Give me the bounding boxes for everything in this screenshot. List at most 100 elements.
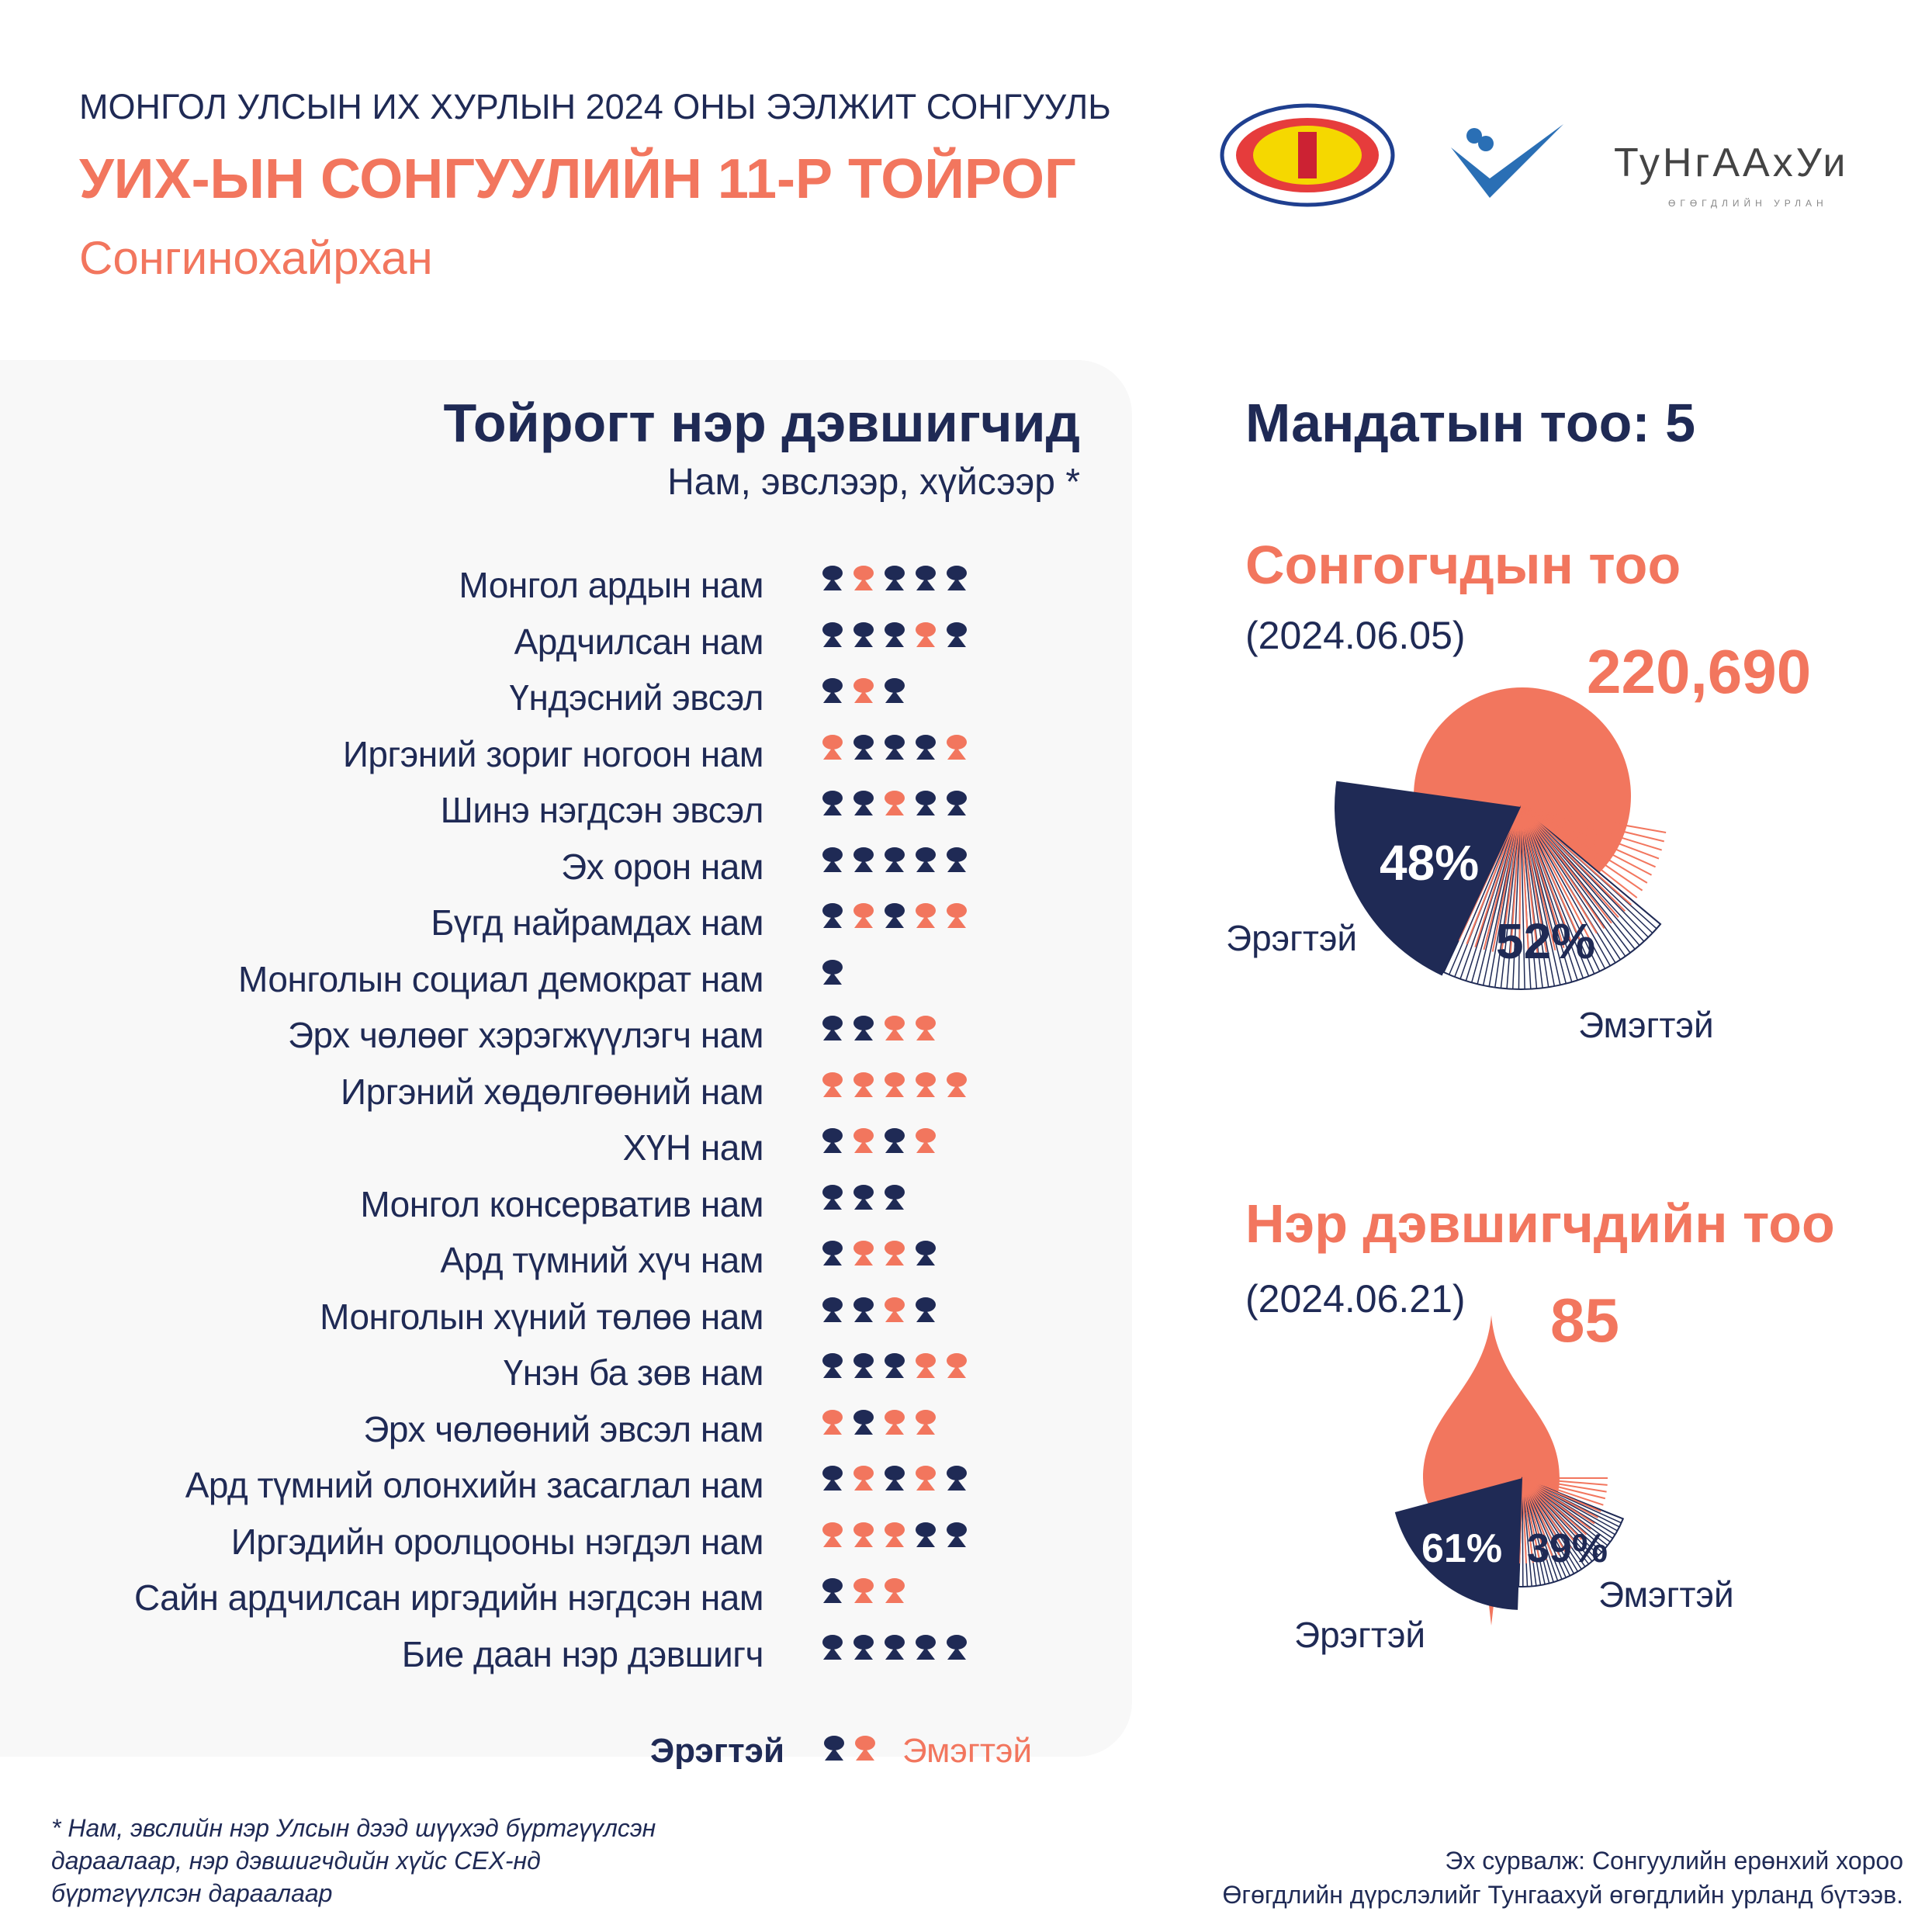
party-candidate-icons [822, 1128, 936, 1167]
party-candidate-icons [822, 1522, 967, 1561]
male-candidate-icon [822, 566, 843, 600]
female-candidate-icon [885, 1409, 905, 1444]
party-candidate-icons [822, 621, 967, 661]
male-candidate-icon [822, 791, 843, 825]
female-candidate-icon [822, 1522, 843, 1556]
orange-ray [1520, 806, 1590, 938]
male-candidate-icon [853, 1409, 874, 1444]
voters-female-label: Эмэгтэй [1578, 1005, 1714, 1045]
orange-ray [1520, 806, 1605, 930]
voters-male-pct: 48% [1380, 835, 1480, 891]
male-candidate-icon [822, 1241, 843, 1275]
male-candidate-icon [853, 847, 874, 881]
female-candidate-icon [853, 1578, 874, 1612]
nominees-title: Нэр дэвшигчдийн тоо [1245, 1193, 1835, 1254]
orange-ray [1522, 1477, 1604, 1506]
male-candidate-icon [885, 903, 905, 937]
orange-ray [1520, 806, 1648, 884]
party-candidate-icons [822, 678, 905, 717]
female-candidate-icon [853, 1072, 874, 1106]
party-candidate-icons [822, 847, 967, 886]
voters-female-slice-line [1520, 806, 1611, 967]
voters-female-slice-line [1520, 806, 1601, 972]
female-candidate-icon [947, 903, 967, 937]
male-candidate-icon [885, 1128, 905, 1162]
orange-ray [1520, 806, 1565, 948]
male-candidate-icon [853, 791, 874, 825]
footnote: * Нам, эвслийн нэр Улсын дээд шүүхэд бүр… [51, 1814, 656, 1907]
gec-voter-logo [1451, 124, 1563, 198]
party-name: Ардчилсан нам [514, 621, 764, 662]
source-line-2: Өгөгдлийн дүрслэлийг Тунгаахуй өгөгдлийн… [1222, 1881, 1903, 1909]
orange-ray [1518, 806, 1522, 955]
party-candidate-icons [822, 1241, 936, 1279]
male-candidate-icon [916, 1297, 936, 1331]
party-name: Бие даан нэр дэвшигч [401, 1633, 764, 1674]
orange-ray [1522, 1477, 1601, 1512]
female-candidate-icon [916, 1353, 936, 1387]
party-candidate-icons [822, 1466, 967, 1504]
orange-ray [1522, 1477, 1606, 1500]
male-candidate-icon [916, 566, 936, 600]
voters-male-slice [1335, 781, 1521, 976]
party-candidate-icons [822, 566, 967, 604]
voters-date: (2024.06.05) [1245, 614, 1466, 657]
gec-logo [1220, 103, 1395, 207]
male-candidate-icon [885, 1353, 905, 1387]
male-candidate-icon [947, 1466, 967, 1500]
orange-ray [1520, 806, 1529, 954]
male-candidate-icon [947, 1522, 967, 1556]
orange-ray [1522, 1477, 1608, 1486]
male-candidate-icon [916, 847, 936, 881]
male-candidate-icon [947, 847, 967, 881]
male-candidate-icon [853, 621, 874, 656]
party-name: Ард түмний олонхийн засаглал нам [185, 1465, 764, 1505]
party-candidate-icons [822, 1184, 905, 1224]
tungaakhui-logo-sub: ӨГӨГДЛИЙН УРЛАН [1668, 198, 1828, 209]
orange-ray [1509, 806, 1522, 954]
district-name: Сонгинохайрхан [79, 232, 433, 284]
orange-ray [1520, 806, 1582, 942]
male-candidate-icon [885, 1184, 905, 1219]
voters-male-label: Эрэгтэй [1226, 918, 1358, 958]
orange-ray [1522, 1477, 1567, 1553]
nominees-female-label: Эмэгтэй [1598, 1574, 1734, 1615]
orange-ray [1520, 806, 1662, 851]
voters-female-slice-line [1520, 806, 1661, 925]
female-candidate-icon [885, 1297, 905, 1331]
party-name: Иргэний хөдөлгөөний нам [341, 1071, 763, 1112]
male-candidate-icon [822, 1578, 843, 1612]
voters-female-slice-line [1449, 806, 1522, 975]
male-candidate-icon [822, 621, 843, 656]
female-candidate-icon [853, 1241, 874, 1275]
voters-pie [1335, 687, 1667, 990]
party-name: Үндэсний эвсэл [509, 677, 763, 718]
male-candidate-icon [853, 734, 874, 769]
female-candidate-icon [853, 566, 874, 600]
nominees-male-slice [1394, 1478, 1522, 1610]
male-candidate-icon [916, 1522, 936, 1556]
party-candidate-icons [822, 1634, 967, 1674]
female-candidate-icon [885, 1016, 905, 1050]
male-candidate-icon [947, 566, 967, 600]
candidates-subtitle: Нам, эвслээр, хүйсээр * [667, 462, 1080, 503]
female-candidate-icon [916, 1409, 936, 1444]
male-candidate-icon [916, 734, 936, 769]
party-candidate-icons [822, 734, 967, 774]
male-candidate-icon [853, 1297, 874, 1331]
party-name: Сайн ардчилсан иргэдийн нэгдсэн нам [133, 1577, 764, 1618]
female-candidate-icon [916, 1466, 936, 1500]
orange-ray [1520, 806, 1664, 843]
party-candidate-icons [822, 959, 843, 999]
female-candidate-icon [916, 903, 936, 937]
orange-ray [1520, 806, 1667, 833]
party-name: Ард түмний хүч нам [440, 1240, 764, 1280]
male-candidate-icon [947, 1634, 967, 1669]
party-name: Монгол ардын нам [459, 565, 763, 605]
female-candidate-icon [916, 621, 936, 656]
mandate-count: Мандатын тоо: 5 [1245, 393, 1696, 453]
party-name: ХҮН нам [622, 1127, 764, 1168]
female-candidate-icon [916, 1072, 936, 1106]
party-name: Иргэний зориг ногоон нам [342, 733, 764, 774]
